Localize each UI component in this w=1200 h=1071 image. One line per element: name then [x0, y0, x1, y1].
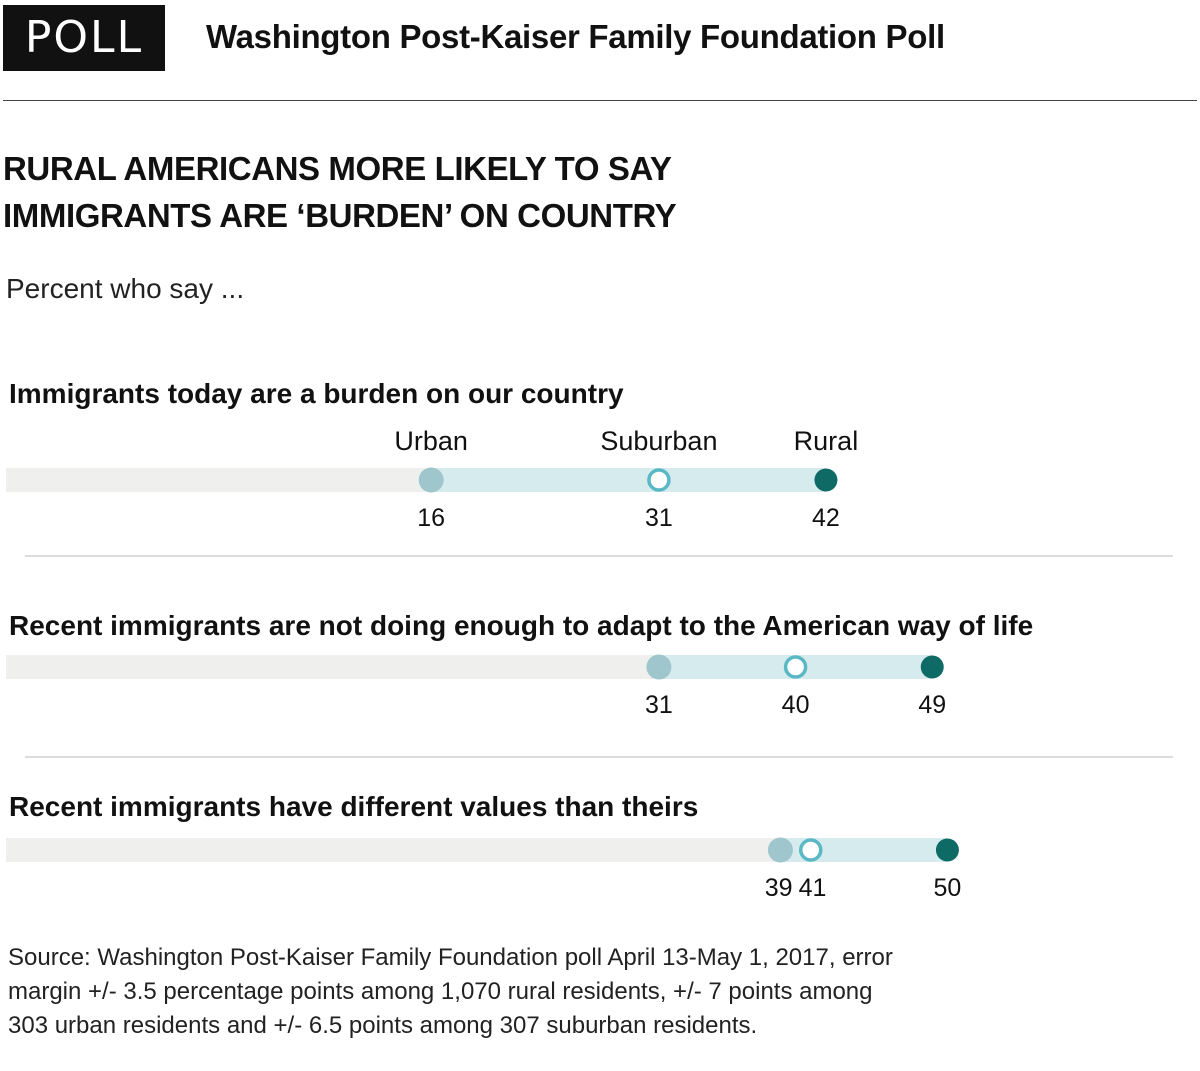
- rural-dot: [935, 838, 959, 862]
- rural-dot: [920, 655, 944, 679]
- source-line: margin +/- 3.5 percentage points among 1…: [8, 978, 873, 1005]
- bar-range: [431, 468, 826, 492]
- row-label: Recent immigrants are not doing enough t…: [9, 610, 1033, 641]
- urban-dot: [767, 837, 793, 863]
- urban-dot: [418, 467, 444, 493]
- data-label: 31: [645, 691, 673, 719]
- series-label: Rural: [794, 426, 859, 456]
- data-label: 39: [765, 874, 793, 902]
- suburban-dot: [783, 655, 808, 679]
- series-label: Suburban: [600, 426, 717, 456]
- data-label: 16: [417, 504, 445, 532]
- data-label: 42: [812, 504, 840, 532]
- dot-range-chart: Immigrants today are a burden on our cou…: [6, 378, 1173, 902]
- chart-subtitle: Percent who say ...: [6, 273, 245, 304]
- urban-dot: [646, 654, 672, 680]
- source-line: 303 urban residents and +/- 6.5 points a…: [8, 1012, 758, 1039]
- headline-line: IMMIGRANTS ARE ‘BURDEN’ ON COUNTRY: [3, 197, 677, 234]
- data-label: 31: [645, 504, 673, 532]
- source-note: Source: Washington Post-Kaiser Family Fo…: [8, 941, 893, 1043]
- row-label: Recent immigrants have different values …: [9, 791, 698, 822]
- source-line: Source: Washington Post-Kaiser Family Fo…: [8, 944, 893, 971]
- headline-line: RURAL AMERICANS MORE LIKELY TO SAY: [3, 150, 672, 187]
- data-label: 49: [918, 691, 946, 719]
- suburban-dot: [647, 468, 671, 492]
- bar-track: [6, 468, 432, 492]
- row-label: Immigrants today are a burden on our cou…: [9, 378, 624, 409]
- header-rule: [3, 100, 1197, 101]
- series-label: Urban: [394, 426, 468, 456]
- data-label: 50: [934, 874, 962, 902]
- chart-headline: RURAL AMERICANS MORE LIKELY TO SAY IMMIG…: [3, 145, 677, 239]
- suburban-dot: [799, 838, 823, 862]
- poll-badge: POLL: [3, 5, 165, 71]
- data-label: 40: [782, 691, 810, 719]
- rural-dot: [814, 468, 838, 492]
- poll-title: Washington Post-Kaiser Family Foundation…: [206, 18, 945, 55]
- bar-track: [6, 838, 781, 862]
- bar-track: [6, 655, 659, 679]
- data-label: 41: [799, 874, 827, 902]
